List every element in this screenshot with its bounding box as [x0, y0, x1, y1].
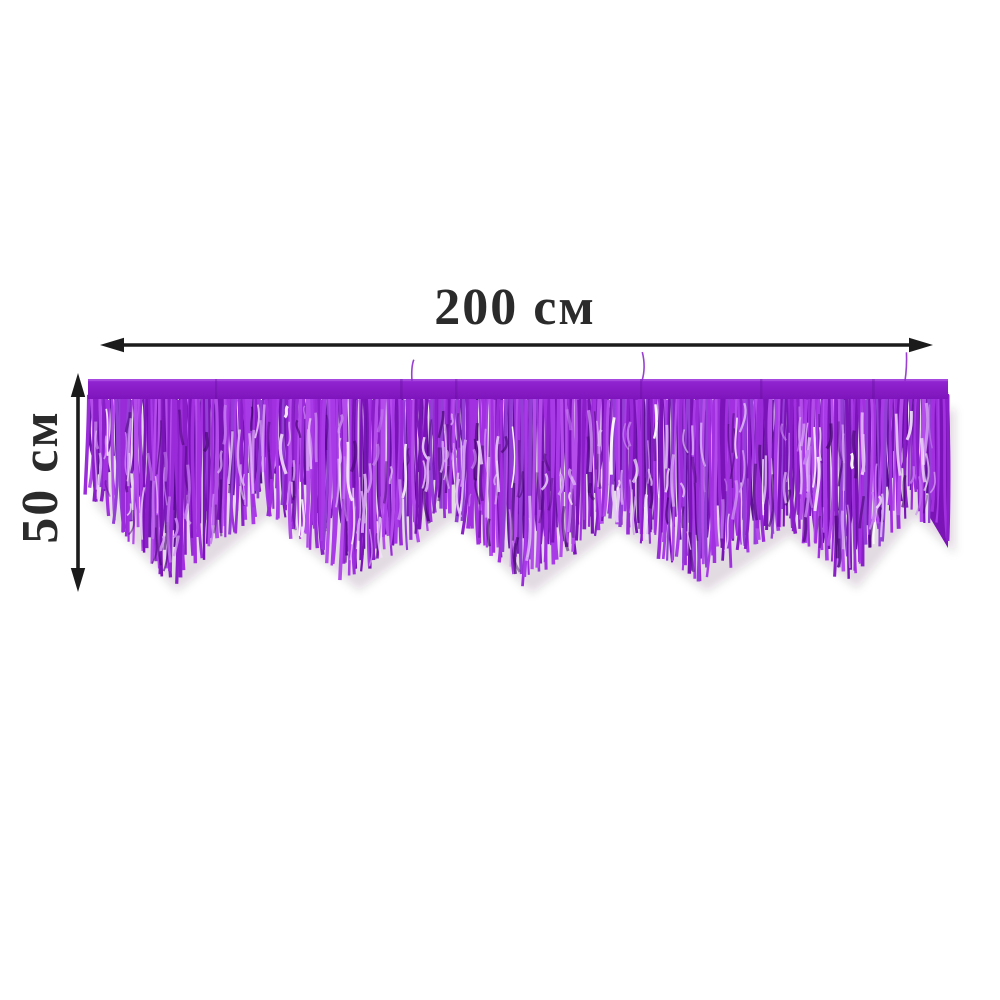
garland-header-band [88, 379, 948, 399]
height-dimension-arrow [70, 373, 86, 592]
fringe-strands-front [83, 393, 951, 587]
width-dimension-label: 200 см [434, 279, 596, 336]
height-dimension-label: 50 см [12, 410, 69, 544]
stray-wisps [410, 351, 908, 382]
width-dimension-arrow [100, 337, 933, 353]
fringe-highlights [93, 402, 936, 569]
